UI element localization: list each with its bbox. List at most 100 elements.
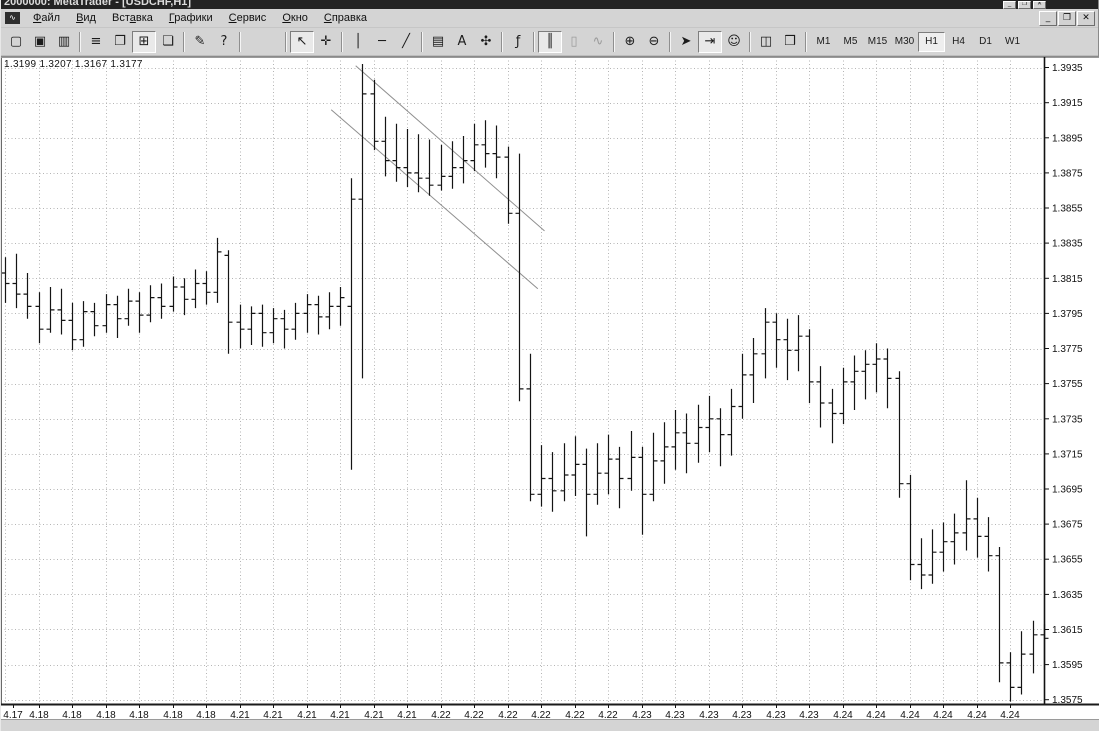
toolbar-separator bbox=[669, 31, 671, 52]
trendline-icon: ╱ bbox=[402, 34, 410, 49]
svg-text:1.3755: 1.3755 bbox=[1052, 379, 1083, 390]
toolbar-separator bbox=[79, 31, 81, 52]
chart-minimize-button[interactable]: _ bbox=[1039, 10, 1057, 26]
svg-text:4.18: 4.18 bbox=[129, 710, 149, 719]
zoom-out-button[interactable]: ⊖ bbox=[642, 31, 666, 53]
chart-close-button[interactable]: ✕ bbox=[1077, 10, 1095, 26]
svg-text:1.3795: 1.3795 bbox=[1052, 309, 1083, 320]
svg-text:4.24: 4.24 bbox=[866, 710, 886, 719]
chart-restore-button[interactable]: ❐ bbox=[1058, 10, 1076, 26]
tf-m30-button[interactable]: M30 bbox=[894, 36, 915, 47]
svg-text:1.3655: 1.3655 bbox=[1052, 555, 1083, 566]
toolbar-separator bbox=[805, 31, 807, 52]
menu-item-insert[interactable]: Вставка bbox=[111, 12, 153, 24]
toolbar-separator bbox=[533, 31, 535, 52]
svg-text:4.21: 4.21 bbox=[364, 710, 384, 719]
navigator-button[interactable]: ❏ bbox=[156, 31, 180, 53]
minimize-button[interactable]: _ bbox=[1003, 1, 1016, 9]
svg-text:1.3815: 1.3815 bbox=[1052, 274, 1083, 285]
svg-text:4.18: 4.18 bbox=[96, 710, 116, 719]
tf-m15-button[interactable]: M15 bbox=[867, 36, 888, 47]
close-button[interactable]: ✕ bbox=[1033, 1, 1046, 9]
tf-w1-button[interactable]: W1 bbox=[1005, 36, 1020, 47]
line-chart-button[interactable]: ∿ bbox=[586, 31, 610, 53]
new-chart-button[interactable]: ▢ bbox=[4, 31, 28, 53]
menu-item-service[interactable]: Сервис bbox=[228, 12, 267, 24]
fibonacci-button[interactable]: ▤ bbox=[426, 31, 450, 53]
app-icon[interactable]: ∿ bbox=[5, 12, 20, 24]
svg-text:1.3595: 1.3595 bbox=[1052, 660, 1083, 671]
indicator-list-button[interactable]: ◫ bbox=[754, 31, 778, 53]
horizontal-line-icon: ─ bbox=[378, 34, 386, 49]
help-icon: ? bbox=[220, 34, 228, 49]
svg-text:1.3875: 1.3875 bbox=[1052, 168, 1083, 179]
save-button[interactable]: ▣ bbox=[28, 31, 52, 53]
tf-m5-button[interactable]: M5 bbox=[843, 36, 858, 47]
svg-text:4.21: 4.21 bbox=[297, 710, 317, 719]
svg-text:4.18: 4.18 bbox=[163, 710, 183, 719]
menu-item-file[interactable]: Файл bbox=[33, 12, 61, 24]
text-button[interactable]: A bbox=[450, 31, 474, 53]
menu: Файл Вид Вставка Графики Сервис Окно Справка bbox=[25, 10, 375, 26]
candlestick-chart-button[interactable]: ▯ bbox=[562, 31, 586, 53]
tf-h4-button[interactable]: H4 bbox=[952, 36, 965, 47]
menu-item-window[interactable]: Окно bbox=[282, 12, 308, 24]
toolbar-separator bbox=[183, 31, 185, 52]
price-axis: 1.3935 1.3915 1.3895 1.3875 1.3855 1.3835 1.38… bbox=[1044, 63, 1083, 706]
restore-button[interactable]: ❐ bbox=[1018, 1, 1031, 9]
indicators-button[interactable]: ƒ bbox=[506, 31, 530, 53]
indicators-icon: ƒ bbox=[515, 34, 521, 49]
svg-text:4.21: 4.21 bbox=[330, 710, 350, 719]
svg-text:4.21: 4.21 bbox=[230, 710, 250, 719]
bar-chart-button[interactable]: ║ bbox=[538, 30, 562, 53]
menu-item-view[interactable]: Вид bbox=[76, 12, 96, 24]
trendline-button[interactable]: ╱ bbox=[394, 31, 418, 53]
crosshair-button[interactable]: ✛ bbox=[314, 31, 338, 53]
svg-text:4.23: 4.23 bbox=[799, 710, 819, 719]
expert-advisors-button[interactable]: ☺ bbox=[722, 31, 746, 53]
new-order-button[interactable]: ❐ bbox=[108, 31, 132, 53]
price-chart[interactable]: 1.3935 1.3915 1.3895 1.3875 1.3855 1.3835 1.38… bbox=[1, 57, 1099, 721]
expert-advisors-icon: ☺ bbox=[727, 34, 741, 49]
toolbar-separator bbox=[501, 31, 503, 52]
chart-area[interactable]: 1.3935 1.3915 1.3895 1.3875 1.3855 1.3835 1.38… bbox=[1, 56, 1099, 731]
attach-icon: ✎ bbox=[194, 34, 206, 49]
fibonacci-icon: ▤ bbox=[431, 34, 445, 49]
templates-button[interactable]: ❒ bbox=[778, 31, 802, 53]
trend-channel[interactable] bbox=[330, 65, 545, 290]
help-button[interactable]: ? bbox=[212, 31, 236, 53]
attach-button[interactable]: ✎ bbox=[188, 31, 212, 53]
svg-text:4.22: 4.22 bbox=[498, 710, 518, 719]
zoom-in-button[interactable]: ⊕ bbox=[618, 31, 642, 53]
auto-scroll-button[interactable]: ➤ bbox=[674, 31, 698, 53]
toolbar-separator bbox=[285, 31, 287, 52]
navigator-icon: ❏ bbox=[162, 34, 174, 49]
svg-text:1.3935: 1.3935 bbox=[1052, 63, 1083, 74]
svg-text:1.3575: 1.3575 bbox=[1052, 695, 1083, 706]
menu-item-help[interactable]: Справка bbox=[323, 12, 368, 24]
arrow-objects-button[interactable]: ✣ bbox=[474, 31, 498, 53]
tf-h1-button[interactable]: H1 bbox=[918, 31, 945, 52]
menu-item-charts[interactable]: Графики bbox=[168, 12, 213, 24]
toolbar-separator bbox=[341, 31, 343, 52]
text-icon: A bbox=[457, 34, 467, 49]
print-button[interactable]: ▥ bbox=[52, 31, 76, 53]
svg-text:4.21: 4.21 bbox=[263, 710, 283, 719]
plot-border bbox=[1, 57, 1099, 706]
title-window-controls: _ ❐ ✕ bbox=[1003, 1, 1046, 9]
print-icon: ▥ bbox=[57, 34, 71, 49]
svg-text:4.23: 4.23 bbox=[665, 710, 685, 719]
terminal-button[interactable]: ⊞ bbox=[132, 30, 156, 53]
horizontal-line-button[interactable]: ─ bbox=[370, 31, 394, 53]
cursor-button[interactable]: ↖ bbox=[290, 30, 314, 53]
cursor-icon: ↖ bbox=[296, 34, 308, 49]
market-watch-button[interactable]: ≡ bbox=[84, 31, 108, 53]
svg-text:4.24: 4.24 bbox=[967, 710, 987, 719]
chart-shift-button[interactable]: ⇥ bbox=[698, 30, 722, 53]
svg-text:1.3895: 1.3895 bbox=[1052, 133, 1083, 144]
tf-d1-button[interactable]: D1 bbox=[979, 36, 992, 47]
time-axis: 4.17 4.18 4.18 4.18 4.18 4.18 4.18 4.21 4.21 4.21… bbox=[3, 705, 1020, 721]
tf-m1-button[interactable]: M1 bbox=[816, 36, 831, 47]
vertical-line-button[interactable]: │ bbox=[346, 31, 370, 53]
